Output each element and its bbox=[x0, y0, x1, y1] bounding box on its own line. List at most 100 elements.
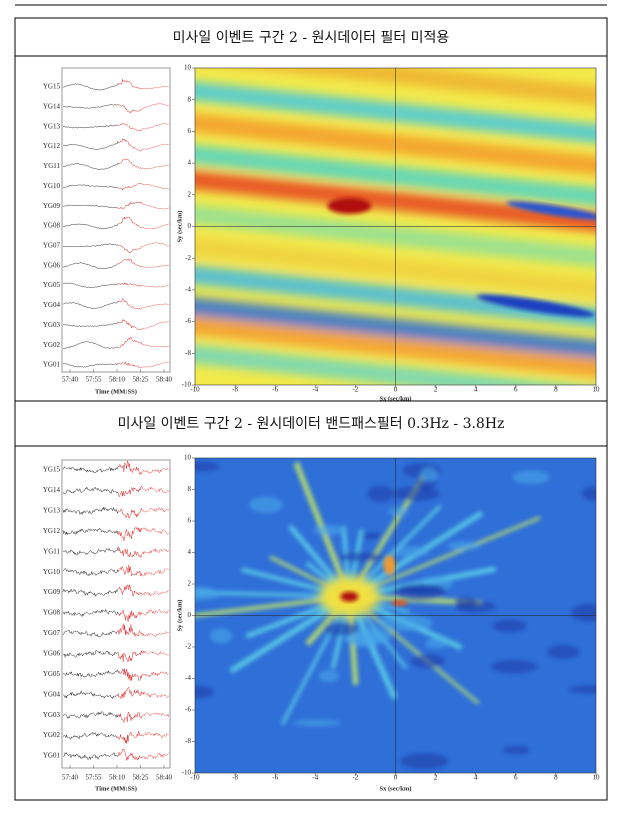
time-tick-label: 58:10 bbox=[109, 774, 125, 782]
waveform-highlight bbox=[141, 184, 169, 190]
x-tick-label: -4 bbox=[312, 386, 318, 394]
waveform-highlight bbox=[118, 244, 143, 254]
waveform-highlight bbox=[118, 122, 143, 132]
waveform-highlight bbox=[118, 182, 143, 191]
blob bbox=[392, 584, 447, 601]
waveform-highlight bbox=[142, 303, 169, 308]
blob bbox=[446, 541, 481, 551]
blob bbox=[420, 467, 438, 482]
waveform-highlight bbox=[118, 687, 143, 699]
blob bbox=[392, 486, 440, 501]
x-tick-label: 10 bbox=[593, 774, 601, 782]
blob bbox=[568, 685, 596, 694]
waveform-highlight bbox=[118, 526, 143, 542]
waveform bbox=[62, 608, 119, 618]
y-tick-label: 2 bbox=[188, 580, 192, 588]
side-lobe bbox=[383, 555, 396, 576]
waveform-highlight bbox=[141, 548, 169, 555]
waveform-highlight bbox=[141, 507, 169, 513]
x-tick-label: -8 bbox=[232, 774, 238, 782]
blob bbox=[313, 525, 346, 536]
blob bbox=[377, 614, 433, 632]
x-tick-label: -8 bbox=[232, 386, 238, 394]
station-label: YG15 bbox=[43, 83, 61, 91]
x-tick-label: -6 bbox=[272, 774, 278, 782]
x-tick-label: 4 bbox=[474, 774, 478, 782]
station-label: YG05 bbox=[43, 670, 61, 678]
peak bbox=[340, 591, 359, 602]
y-tick-label: -2 bbox=[185, 643, 191, 651]
waveform-highlight bbox=[141, 752, 169, 760]
waveform bbox=[62, 588, 119, 598]
station-label: YG13 bbox=[43, 122, 61, 130]
x-tick-label: 4 bbox=[474, 386, 478, 394]
waveform-highlight bbox=[118, 201, 143, 210]
waveform bbox=[62, 711, 119, 720]
waveform-highlight bbox=[141, 242, 169, 248]
waveform bbox=[63, 629, 119, 638]
waveform-highlight bbox=[141, 690, 169, 699]
waveform-highlight bbox=[118, 460, 143, 476]
blob bbox=[318, 670, 339, 683]
time-tick-label: 57:55 bbox=[86, 376, 102, 384]
time-tick-label: 58:25 bbox=[133, 376, 149, 384]
station-label: YG09 bbox=[43, 202, 61, 210]
x-tick-label: 0 bbox=[394, 386, 398, 394]
waveform bbox=[62, 528, 119, 536]
blob bbox=[388, 506, 408, 517]
waveform bbox=[62, 103, 119, 109]
waveform bbox=[62, 321, 119, 327]
y-axis-label: Sy (sec/km) bbox=[176, 600, 183, 632]
x-axis-label: Sx (sec/km) bbox=[380, 785, 412, 792]
blob bbox=[361, 532, 383, 540]
waveform-highlight bbox=[118, 649, 143, 663]
station-label: YG10 bbox=[43, 568, 61, 576]
waveform-highlight bbox=[118, 584, 143, 597]
station-label: YG09 bbox=[43, 588, 61, 596]
waveform bbox=[62, 83, 119, 91]
time-tick-label: 58:40 bbox=[156, 376, 172, 384]
time-tick-label: 57:40 bbox=[62, 774, 78, 782]
blob bbox=[336, 552, 385, 562]
station-label: YG07 bbox=[43, 241, 61, 249]
waveform-highlight bbox=[141, 650, 169, 656]
waveform-highlight bbox=[118, 730, 143, 744]
y-tick-label: -10 bbox=[182, 769, 192, 777]
waveform bbox=[62, 650, 119, 658]
station-label: YG06 bbox=[43, 649, 61, 657]
x-tick-label: 2 bbox=[434, 386, 438, 394]
x-tick-label: 0 bbox=[394, 774, 398, 782]
waveform-highlight bbox=[141, 467, 169, 474]
waveform-highlight bbox=[141, 123, 169, 130]
station-label: YG10 bbox=[43, 182, 61, 190]
waveform bbox=[62, 184, 119, 189]
waveform-highlight bbox=[118, 711, 143, 723]
stripe bbox=[245, 68, 596, 105]
station-label: YG04 bbox=[43, 690, 61, 698]
waveform-highlight bbox=[118, 282, 143, 287]
station-label: YG03 bbox=[43, 321, 61, 329]
waveform bbox=[62, 731, 119, 740]
waveform-highlight bbox=[118, 668, 143, 681]
blob bbox=[491, 659, 537, 674]
waveform-highlight bbox=[142, 361, 169, 368]
waveform bbox=[62, 546, 119, 556]
x-tick-label: -2 bbox=[352, 774, 358, 782]
station-label: YG02 bbox=[43, 731, 61, 739]
y-tick-label: -4 bbox=[185, 674, 191, 682]
waveform-highlight bbox=[118, 546, 143, 559]
ray bbox=[348, 516, 541, 599]
blob bbox=[367, 485, 393, 503]
x-tick-label: -10 bbox=[190, 774, 200, 782]
station-label: YG08 bbox=[43, 609, 61, 617]
blob bbox=[400, 753, 449, 770]
waveform-highlight bbox=[118, 564, 143, 577]
waveform-highlight bbox=[118, 360, 143, 368]
waveform-highlight bbox=[118, 609, 143, 622]
station-label: YG08 bbox=[43, 222, 61, 230]
waveform bbox=[62, 204, 119, 209]
blob bbox=[293, 719, 341, 727]
y-tick-label: 4 bbox=[188, 159, 192, 167]
y-tick-label: -2 bbox=[185, 254, 191, 262]
blob bbox=[503, 745, 530, 755]
